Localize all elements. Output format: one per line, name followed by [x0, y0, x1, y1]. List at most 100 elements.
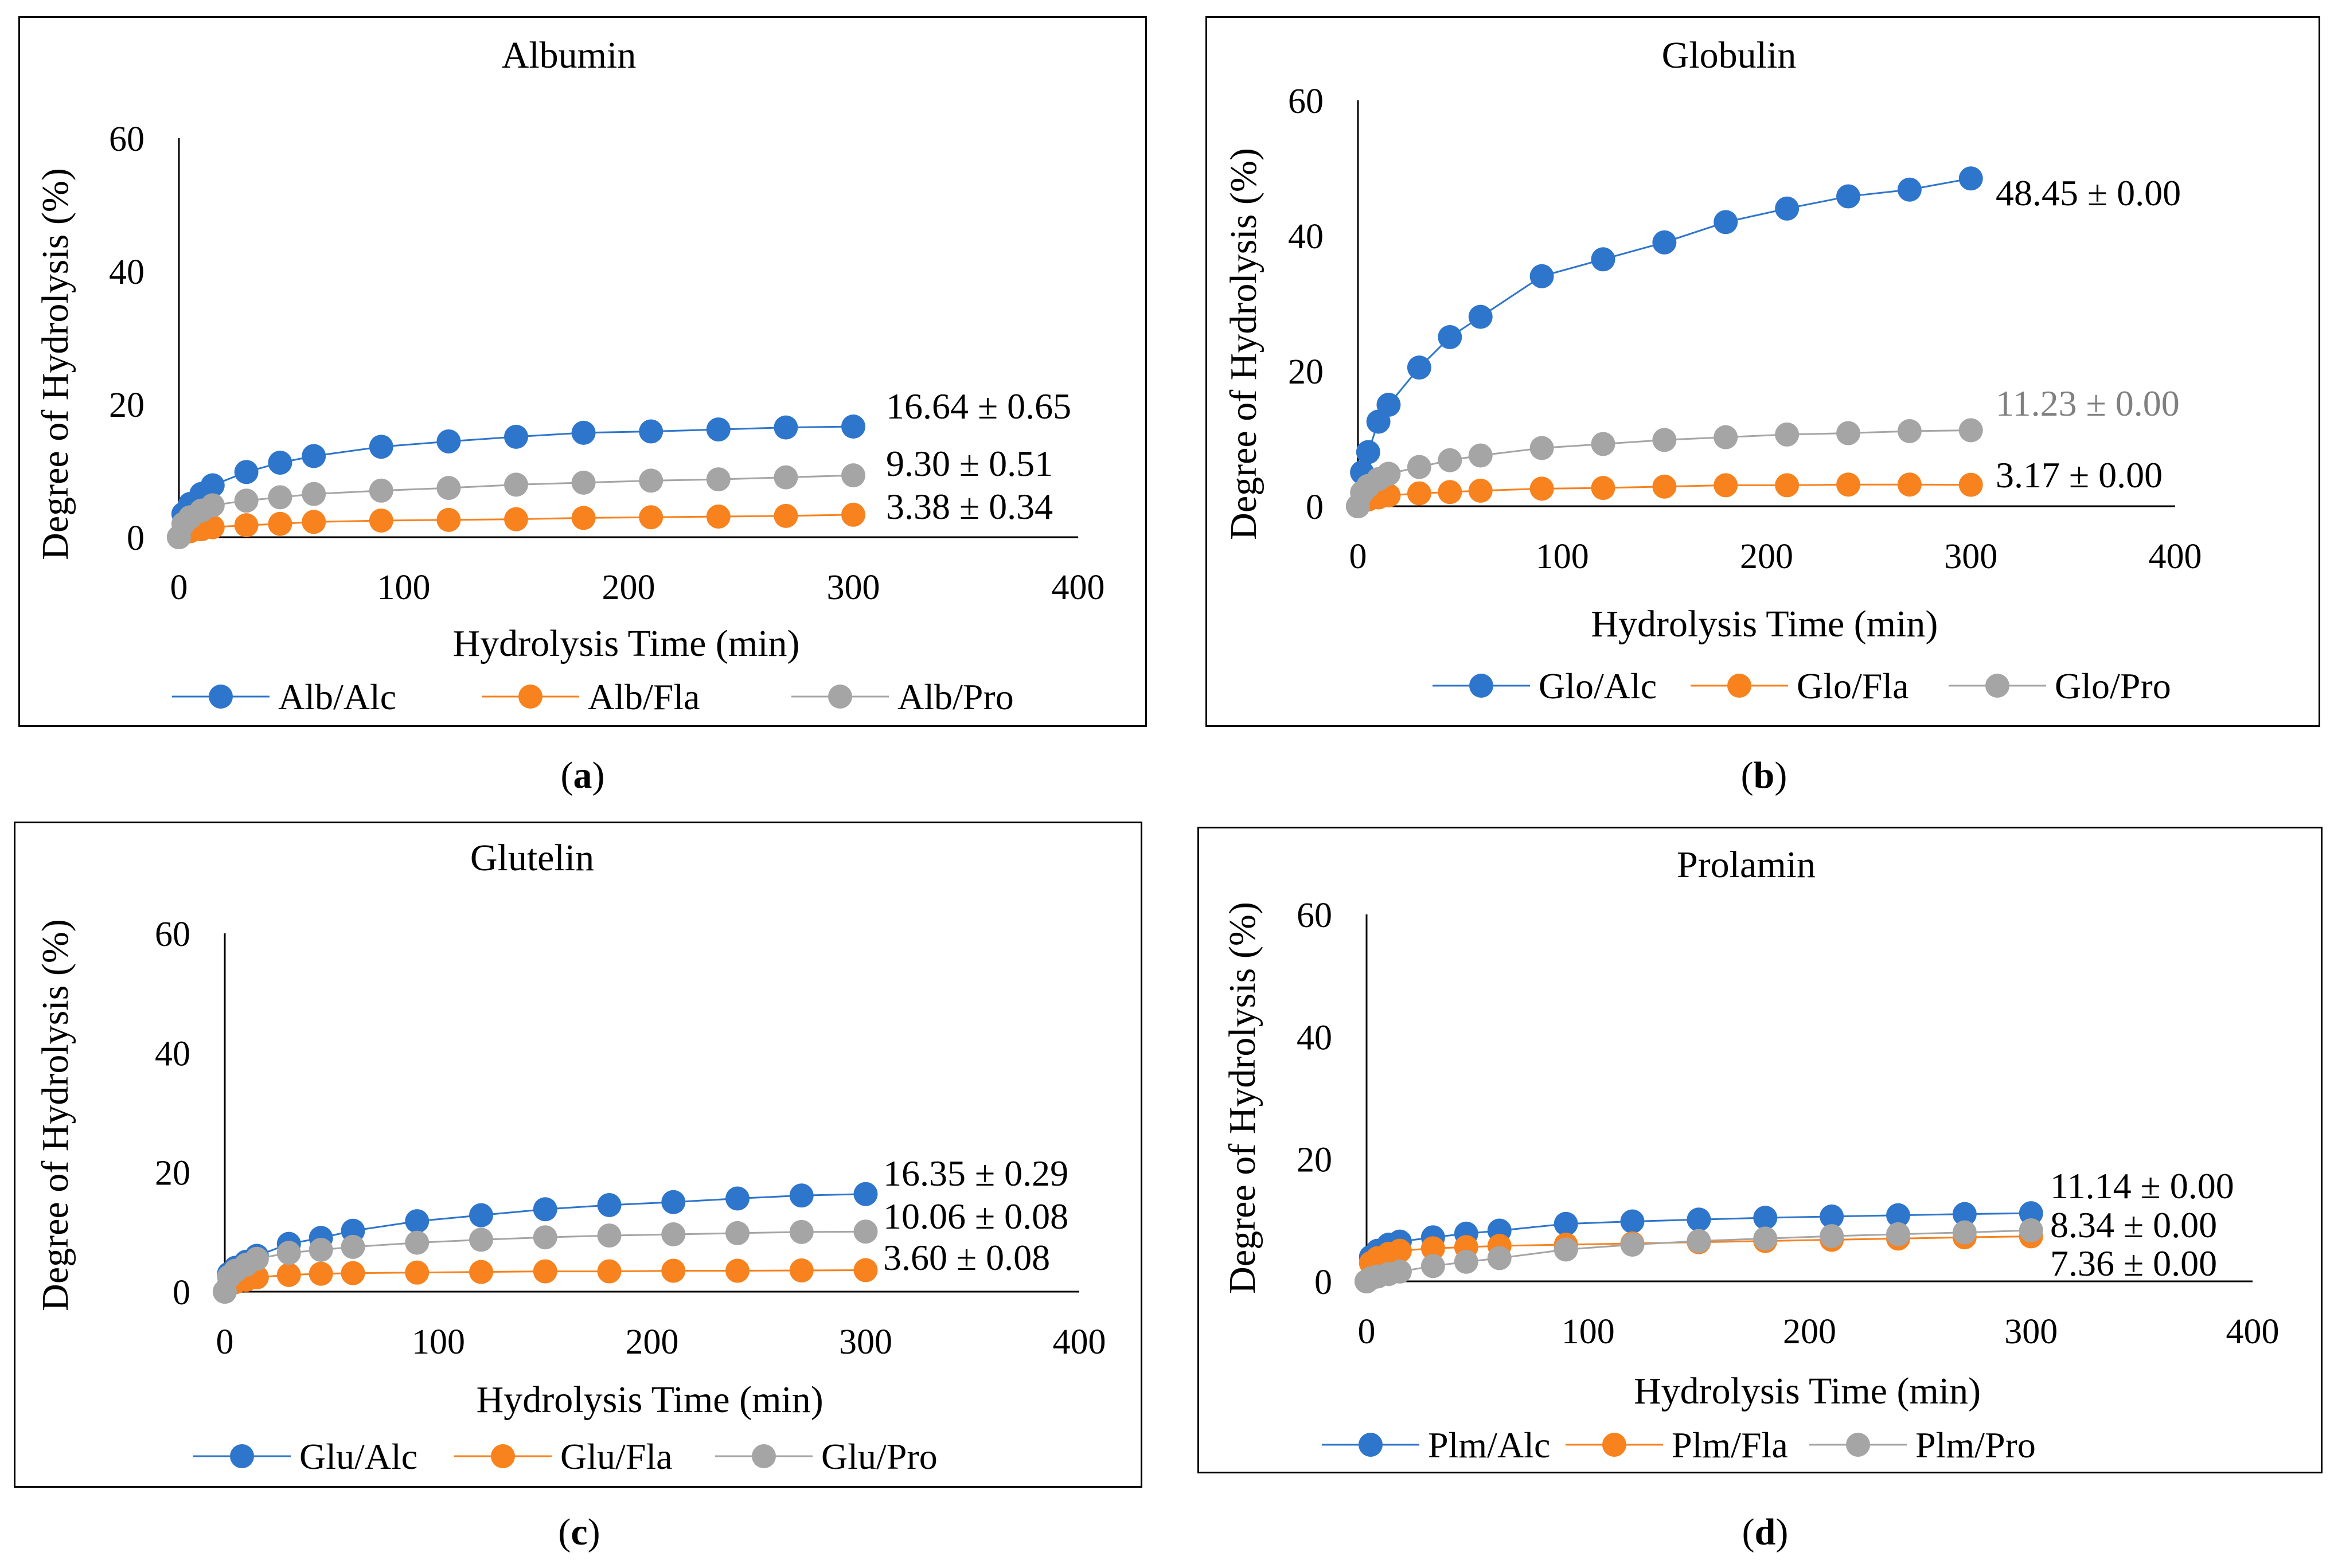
panel-a-data-point-fla — [234, 513, 259, 538]
panel-a-data-point-fla — [841, 502, 865, 527]
panel-c-xtick-label: 200 — [626, 1323, 679, 1362]
panel-a-data-point-alc — [436, 429, 461, 453]
panel-d-end-label-alc: 11.14 ± 0.00 — [2050, 1166, 2234, 1206]
panel-d-data-point-pro — [1620, 1233, 1645, 1257]
panel-c-data-point-alc — [405, 1209, 430, 1234]
panel-d-ylabel: Degree of Hydrolysis (%) — [1221, 902, 1263, 1294]
panel-a-data-point-pro — [571, 470, 596, 495]
panel-c-end-label-alc: 16.35 ± 0.29 — [883, 1153, 1068, 1194]
panel-c-frame — [14, 822, 1142, 1488]
panel-a-data-point-alc — [706, 417, 731, 442]
panel-a-end-label-alc: 16.64 ± 0.65 — [886, 386, 1071, 427]
panel-a-ytick-label: 60 — [109, 120, 145, 159]
panel-a-ytick-label: 0 — [127, 519, 145, 558]
panel-c-data-point-pro — [533, 1225, 557, 1250]
panel-a-data-point-pro — [234, 488, 259, 513]
panel-d-data-point-alc — [1820, 1204, 1844, 1229]
panel-d-xlabel: Hydrolysis Time (min) — [1634, 1370, 1981, 1412]
panel-d-ytick-label: 20 — [1297, 1141, 1332, 1180]
panel-b-end-label-pro: 11.23 ± 0.00 — [1996, 383, 2180, 424]
panel-a-legend-label-pro: Alb/Pro — [897, 677, 1014, 717]
panel-a-data-point-fla — [369, 509, 393, 533]
panel-a-data-point-pro — [200, 493, 225, 518]
panel-b-data-point-pro — [1775, 422, 1800, 447]
panel-d-legend-marker-fla — [1602, 1433, 1626, 1457]
panel-b-data-point-alc — [1836, 184, 1860, 209]
panel-b-xtick-label: 400 — [2149, 537, 2202, 576]
panel-b-data-point-fla — [1438, 480, 1462, 505]
panel-a-data-point-pro — [774, 465, 798, 490]
panel-b-data-point-pro — [1836, 421, 1860, 445]
panel-d-legend-label-pro: Plm/Pro — [1915, 1425, 2036, 1465]
panel-d-data-point-pro — [1952, 1220, 1977, 1245]
panel-c-xtick-label: 0 — [216, 1323, 234, 1362]
panel-b-letter: b — [1753, 754, 1775, 796]
panel-d-frame — [1197, 827, 2323, 1473]
panel-d-data-point-alc — [1952, 1202, 1977, 1226]
panel-a-data-point-pro — [302, 482, 326, 506]
panel-d-data-point-alc — [1753, 1206, 1778, 1230]
panel-a-data-point-fla — [706, 505, 731, 529]
panel-c-legend-marker-pro — [752, 1444, 776, 1468]
panel-a-data-point-pro — [369, 478, 393, 503]
panel-b-data-point-pro — [1591, 432, 1615, 456]
panel-d-ytick-label: 40 — [1297, 1018, 1332, 1057]
panel-b-ytick-label: 40 — [1288, 217, 1324, 256]
panel-c-legend-marker-alc — [230, 1444, 254, 1468]
panel-c-data-point-fla — [597, 1259, 622, 1284]
panel-b-data-point-alc — [1897, 177, 1922, 202]
panel-b-data-point-fla — [1407, 481, 1431, 506]
panel-c-data-point-pro — [341, 1234, 365, 1259]
panel-c-legend-label-pro: Glu/Pro — [821, 1436, 938, 1477]
panel-a-end-label-pro: 9.30 ± 0.51 — [886, 443, 1053, 484]
panel-b-ytick-label: 0 — [1306, 488, 1324, 527]
panel-d-xtick-label: 100 — [1562, 1312, 1615, 1351]
panel-b-data-point-pro — [1529, 436, 1554, 460]
panel-c-data-point-pro — [469, 1227, 493, 1252]
panel-b-xtick-label: 200 — [1740, 537, 1793, 576]
panel-c-data-point-pro — [309, 1238, 333, 1262]
panel-b-end-label-fla: 3.17 ± 0.00 — [1996, 455, 2163, 495]
panel-b-xtick-label: 300 — [1944, 537, 1997, 576]
panel-b-data-point-pro — [1714, 425, 1738, 449]
panel-a-title: Albumin — [502, 34, 637, 76]
panel-b-data-point-fla — [1652, 474, 1677, 499]
panel-b-caption: (b) — [1740, 754, 1787, 796]
panel-b-ylabel: Degree of Hydrolysis (%) — [1223, 148, 1264, 540]
panel-d-data-point-fla — [1387, 1238, 1412, 1263]
panel-a-data-point-pro — [436, 476, 461, 500]
panel-b-data-point-fla — [1958, 472, 1983, 497]
panel-d-data-point-alc — [1554, 1211, 1578, 1236]
panel-c-ytick-label: 40 — [155, 1034, 190, 1073]
panel-a-data-point-pro — [268, 485, 292, 510]
panel-c-data-point-fla — [309, 1261, 333, 1286]
panel-b-data-point-fla — [1836, 472, 1860, 497]
panel-b-data-point-fla — [1897, 472, 1922, 497]
panel-a-data-point-fla — [774, 503, 798, 528]
panel-a-data-point-alc — [200, 473, 225, 498]
panel-b-legend-marker-fla — [1727, 674, 1751, 698]
panel-c-ytick-label: 0 — [173, 1273, 190, 1312]
panel-c-legend-label-alc: Glu/Alc — [299, 1436, 417, 1477]
panel-b-legend-label-alc: Glo/Alc — [1539, 666, 1657, 706]
panel-c-ylabel: Degree of Hydrolysis (%) — [34, 919, 76, 1311]
panel-d-xtick-label: 300 — [2004, 1312, 2058, 1351]
panel-d-end-label-pro: 8.34 ± 0.00 — [2050, 1205, 2217, 1245]
panel-c-data-point-alc — [725, 1186, 750, 1211]
panel-c-data-point-alc — [533, 1197, 557, 1222]
panel-b-legend-label-fla: Glo/Fla — [1797, 666, 1909, 706]
panel-a-xtick-label: 0 — [170, 568, 188, 607]
panel-b-data-point-fla — [1714, 473, 1738, 498]
panel-d-xtick-label: 200 — [1783, 1312, 1836, 1351]
panel-a-frame — [18, 16, 1147, 727]
panel-c-end-label-pro: 10.06 ± 0.08 — [883, 1196, 1068, 1237]
panel-c-data-point-fla — [276, 1262, 301, 1287]
panel-b-legend-label-pro: Glo/Pro — [2055, 666, 2171, 706]
panel-b-data-point-pro — [1407, 455, 1431, 479]
panel-d-end-label-fla: 7.36 ± 0.00 — [2050, 1243, 2217, 1284]
panel-a-data-point-alc — [774, 415, 798, 440]
panel-c-data-point-pro — [405, 1230, 430, 1255]
panel-d-data-point-alc — [1620, 1209, 1645, 1234]
panel-c-data-point-pro — [244, 1246, 269, 1271]
panel-a-legend-marker-alc — [209, 685, 233, 709]
